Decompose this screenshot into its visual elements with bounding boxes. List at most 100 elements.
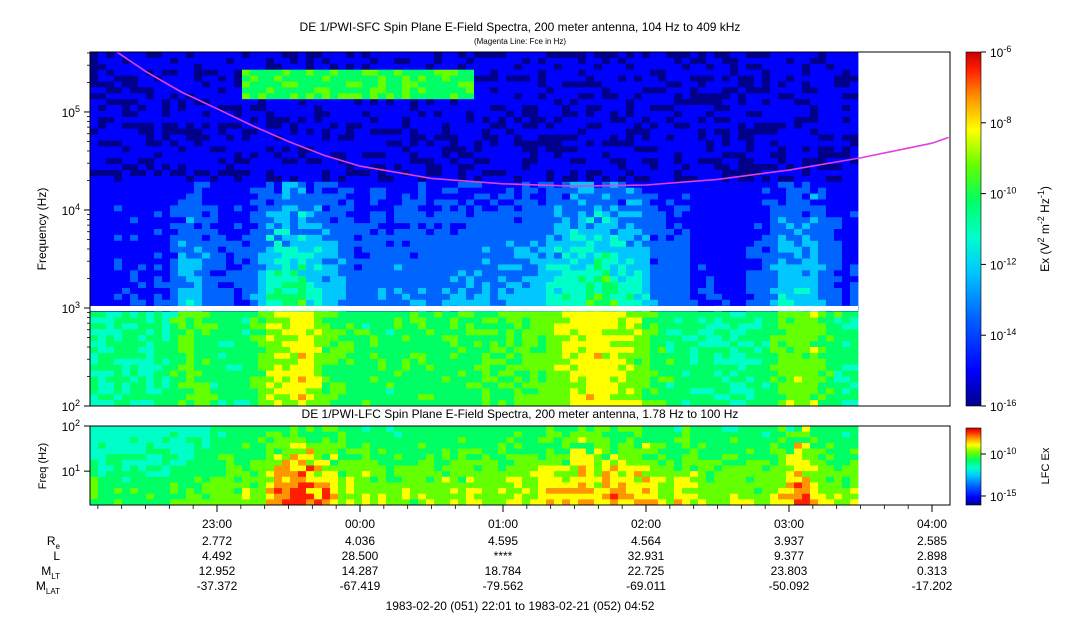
sfc-cell [370,246,379,253]
sfc-cell [714,170,723,177]
sfc-cell [106,152,115,159]
sfc-cell [434,164,443,171]
sfc-cell [490,311,499,318]
sfc-cell [538,382,547,389]
sfc-cell [610,364,619,371]
sfc-cell [666,240,675,248]
sfc-cell [370,164,379,171]
sfc-cell [746,57,755,65]
sfc-cell [474,234,483,242]
sfc-cell [602,252,611,259]
sfc-cell [722,323,731,330]
sfc-cell [106,293,115,301]
sfc-cell [234,358,243,366]
sfc-cell [466,288,475,295]
sfc-cell [242,152,251,159]
sfc-cell [194,217,203,224]
sfc-cell [698,288,707,295]
sfc-cell [386,63,395,71]
sfc-cell [298,293,307,301]
sfc-cell [498,187,507,194]
sfc-cell [514,87,523,94]
sfc-cell [170,311,179,318]
sfc-cell [610,317,619,324]
sfc-cell [290,323,299,330]
sfc-cell [178,158,187,165]
sfc-cell [370,205,379,212]
sfc-cell [306,57,315,65]
sfc-cell [642,211,651,218]
sfc-cell [530,140,539,147]
sfc-cell [626,158,635,165]
sfc-cell [250,116,259,124]
sfc-cell [498,122,507,130]
sfc-cell [338,128,347,135]
sfc-cell [586,193,595,200]
sfc-cell [450,264,459,271]
sfc-cell [586,382,595,389]
sfc-cell [722,246,731,253]
sfc-cell [586,116,595,124]
sfc-cell [522,276,531,283]
sfc-cell [146,400,155,407]
sfc-cell [282,75,291,82]
sfc-cell [266,335,275,342]
sfc-cell [322,146,331,153]
sfc-cell [330,223,339,230]
sfc-cell [418,187,427,194]
sfc-cell [642,258,651,265]
sfc-cell [218,258,227,265]
sfc-cell [106,128,115,135]
sfc-cell [330,364,339,371]
sfc-cell [130,134,139,141]
sfc-cell [162,99,171,106]
sfc-cell [746,175,755,183]
sfc-cell [130,400,139,407]
sfc-cell [682,63,691,71]
sfc-cell [106,175,115,183]
sfc-cell [282,199,291,206]
sfc-cell [394,311,403,318]
sfc-cell [522,193,531,200]
sfc-cell [282,57,291,65]
sfc-cell [378,175,387,183]
sfc-cell [178,63,187,71]
sfc-cell [282,352,291,360]
sfc-cell [690,128,699,135]
sfc-cell [314,282,323,289]
sfc-cell [746,382,755,389]
sfc-cell [594,158,603,165]
sfc-cell [450,175,459,183]
sfc-cell [170,240,179,248]
sfc-cell [122,317,131,324]
sfc-cell [210,382,219,389]
sfc-cell [170,111,179,118]
sfc-cell [242,87,251,94]
sfc-cell [226,329,235,336]
sfc-cell [418,288,427,295]
sfc-cell [578,52,587,59]
sfc-cell [530,240,539,248]
sfc-cell [650,134,659,141]
sfc-cell [610,205,619,212]
sfc-cell [738,347,747,354]
sfc-cell [378,69,387,76]
sfc-cell [258,394,267,401]
sfc-cell [634,376,643,383]
sfc-cell [178,252,187,259]
sfc-cell [706,288,715,295]
sfc-cell [170,270,179,277]
sfc-cell [546,258,555,265]
sfc-cell [258,370,267,377]
sfc-cell [658,246,667,253]
sfc-cell [258,164,267,171]
sfc-cell [98,317,107,324]
sfc-cell [666,111,675,118]
sfc-cell [514,223,523,230]
sfc-cell [570,81,579,88]
sfc-cell [106,211,115,218]
sfc-cell [138,370,147,377]
sfc-cell [554,347,563,354]
sfc-cell [450,358,459,366]
sfc-cell [298,329,307,336]
